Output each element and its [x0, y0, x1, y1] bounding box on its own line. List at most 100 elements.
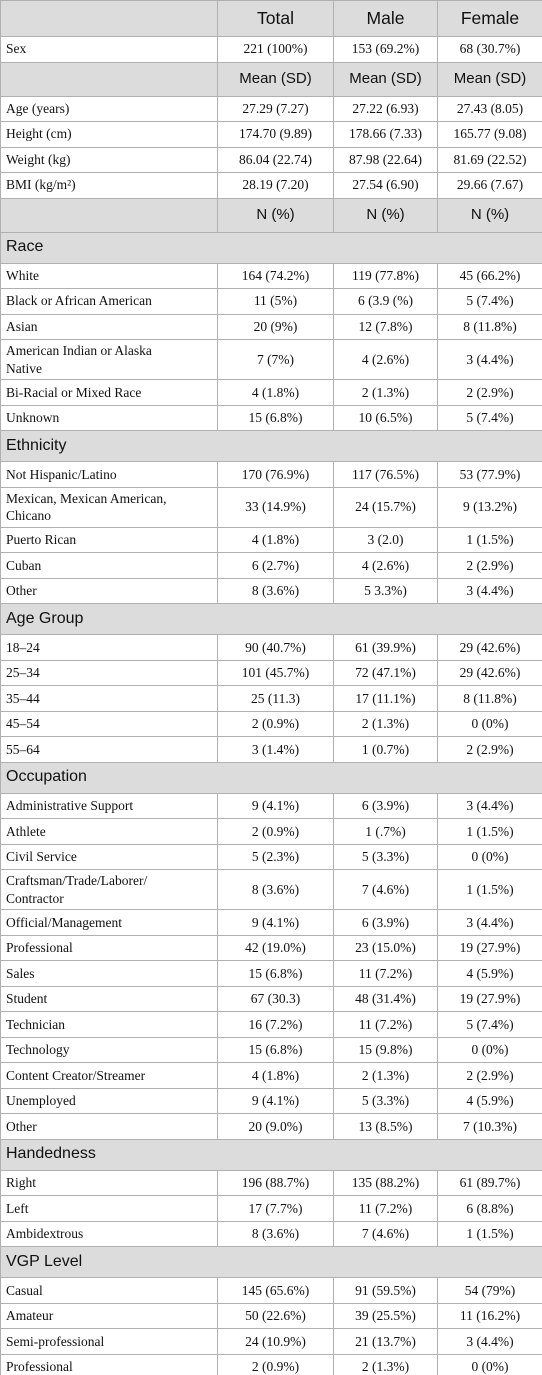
sex-row: Sex 221 (100%) 153 (69.2%) 68 (30.7%) — [0, 36, 542, 63]
data-row: Technology 15 (6.8%) 15 (9.8%) 0 (0%) — [0, 1036, 542, 1064]
row-label: Technician — [0, 1011, 218, 1038]
value-cell: 1 (1.5%) — [437, 1220, 542, 1248]
row-label: Other — [0, 1113, 218, 1140]
subheader-cell: Mean (SD) — [217, 61, 334, 97]
subheader-cell: Mean (SD) — [333, 61, 438, 97]
value-cell: 87.98 (22.64) — [333, 146, 438, 173]
value-cell: 221 (100%) — [217, 36, 334, 63]
value-cell: 86.04 (22.74) — [217, 146, 334, 173]
value-cell: 8 (3.6%) — [217, 869, 334, 911]
value-cell: 45 (66.2%) — [437, 262, 542, 289]
header-blank — [0, 0, 218, 37]
value-cell: 2 (0.9%) — [217, 1353, 334, 1375]
data-row: Not Hispanic/Latino 170 (76.9%) 117 (76.5%… — [0, 461, 542, 488]
value-cell: 1 (.7%) — [333, 818, 438, 845]
value-cell: 16 (7.2%) — [217, 1011, 334, 1038]
row-label: 25–34 — [0, 659, 218, 687]
value-cell: 29.66 (7.67) — [437, 172, 542, 199]
section-title: Ethnicity — [0, 430, 542, 463]
subheader-row: Mean (SD) Mean (SD) Mean (SD) — [0, 61, 542, 97]
value-cell: 9 (13.2%) — [437, 486, 542, 528]
value-cell: 17 (7.7%) — [217, 1195, 334, 1222]
value-cell: 2 (1.3%) — [333, 1353, 438, 1375]
value-cell: 170 (76.9%) — [217, 461, 334, 488]
value-cell: 3 (4.4%) — [437, 909, 542, 936]
value-cell: 7 (10.3%) — [437, 1113, 542, 1140]
value-cell: 5 (3.3%) — [333, 843, 438, 871]
row-label: Mexican, Mexican American, Chicano — [0, 486, 218, 528]
value-cell: 2 (0.9%) — [217, 710, 334, 738]
value-cell: 12 (7.8%) — [333, 313, 438, 340]
data-row: Technician 16 (7.2%) 11 (7.2%) 5 (7.4%) — [0, 1011, 542, 1038]
value-cell: 29 (42.6%) — [437, 634, 542, 661]
row-label: Craftsman/Trade/Laborer/Contractor — [0, 869, 218, 911]
value-cell: 5 (2.3%) — [217, 843, 334, 871]
value-cell: 2 (2.9%) — [437, 736, 542, 763]
row-label: Administrative Support — [0, 792, 218, 820]
section-row: Race — [0, 231, 542, 264]
row-label: Unemployed — [0, 1087, 218, 1115]
column-header: Total — [217, 0, 334, 37]
row-label: Content Creator/Streamer — [0, 1062, 218, 1089]
value-cell: 2 (1.3%) — [333, 1062, 438, 1089]
data-row: 45–54 2 (0.9%) 2 (1.3%) 0 (0%) — [0, 710, 542, 738]
value-cell: 23 (15.0%) — [333, 934, 438, 962]
data-row: 55–64 3 (1.4%) 1 (0.7%) 2 (2.9%) — [0, 736, 542, 763]
row-label: Official/Management — [0, 909, 218, 936]
value-cell: 4 (1.8%) — [217, 379, 334, 406]
value-cell: 0 (0%) — [437, 843, 542, 871]
value-cell: 90 (40.7%) — [217, 634, 334, 661]
row-label: Professional — [0, 934, 218, 962]
value-cell: 11 (7.2%) — [333, 1011, 438, 1038]
value-cell: 11 (16.2%) — [437, 1302, 542, 1330]
data-row: Civil Service 5 (2.3%) 5 (3.3%) 0 (0%) — [0, 843, 542, 871]
value-cell: 27.43 (8.05) — [437, 95, 542, 122]
value-cell: 7 (4.6%) — [333, 869, 438, 911]
value-cell: 6 (3.9%) — [333, 792, 438, 820]
value-cell: 27.54 (6.90) — [333, 172, 438, 199]
value-cell: 25 (11.3) — [217, 685, 334, 712]
data-row: 25–34 101 (45.7%) 72 (47.1%) 29 (42.6%) — [0, 659, 542, 687]
value-cell: 3 (4.4%) — [437, 577, 542, 605]
value-cell: 4 (1.8%) — [217, 1062, 334, 1089]
data-row: Age (years) 27.29 (7.27) 27.22 (6.93) 27.43… — [0, 95, 542, 122]
value-cell: 1 (1.5%) — [437, 818, 542, 845]
section-title: Race — [0, 231, 542, 264]
value-cell: 11 (5%) — [217, 288, 334, 315]
value-cell: 4 (1.8%) — [217, 526, 334, 554]
data-row: Height (cm) 174.70 (9.89) 178.66 (7.33) 165… — [0, 121, 542, 148]
value-cell: 27.22 (6.93) — [333, 95, 438, 122]
row-label: Bi-Racial or Mixed Race — [0, 379, 218, 406]
data-row: Right 196 (88.7%) 135 (88.2%) 61 (89.7%) — [0, 1169, 542, 1197]
data-row: Professional 2 (0.9%) 2 (1.3%) 0 (0%) — [0, 1353, 542, 1375]
data-row: Asian 20 (9%) 12 (7.8%) 8 (11.8%) — [0, 313, 542, 340]
subheader-cell: N (%) — [333, 197, 438, 233]
value-cell: 9 (4.1%) — [217, 792, 334, 820]
data-row: Amateur 50 (22.6%) 39 (25.5%) 11 (16.2%) — [0, 1302, 542, 1330]
row-label: Other — [0, 577, 218, 605]
value-cell: 3 (4.4%) — [437, 792, 542, 820]
value-cell: 5 (7.4%) — [437, 288, 542, 315]
row-label: Amateur — [0, 1302, 218, 1330]
data-row: Cuban 6 (2.7%) 4 (2.6%) 2 (2.9%) — [0, 552, 542, 579]
row-label: Sex — [0, 36, 218, 63]
row-label: Not Hispanic/Latino — [0, 461, 218, 488]
value-cell: 19 (27.9%) — [437, 985, 542, 1013]
data-row: Other 20 (9.0%) 13 (8.5%) 7 (10.3%) — [0, 1113, 542, 1140]
subheader-cell: Mean (SD) — [437, 61, 542, 97]
value-cell: 53 (77.9%) — [437, 461, 542, 488]
value-cell: 0 (0%) — [437, 710, 542, 738]
value-cell: 9 (4.1%) — [217, 1087, 334, 1115]
row-label: Civil Service — [0, 843, 218, 871]
value-cell: 1 (0.7%) — [333, 736, 438, 763]
value-cell: 8 (11.8%) — [437, 313, 542, 340]
value-cell: 2 (0.9%) — [217, 818, 334, 845]
value-cell: 54 (79%) — [437, 1277, 542, 1304]
row-label: Professional — [0, 1353, 218, 1375]
value-cell: 164 (74.2%) — [217, 262, 334, 289]
data-row: Unemployed 9 (4.1%) 5 (3.3%) 4 (5.9%) — [0, 1087, 542, 1115]
section-row: Ethnicity — [0, 430, 542, 463]
data-row: Content Creator/Streamer 4 (1.8%) 2 (1.3%)… — [0, 1062, 542, 1089]
data-row: 35–44 25 (11.3) 17 (11.1%) 8 (11.8%) — [0, 685, 542, 712]
